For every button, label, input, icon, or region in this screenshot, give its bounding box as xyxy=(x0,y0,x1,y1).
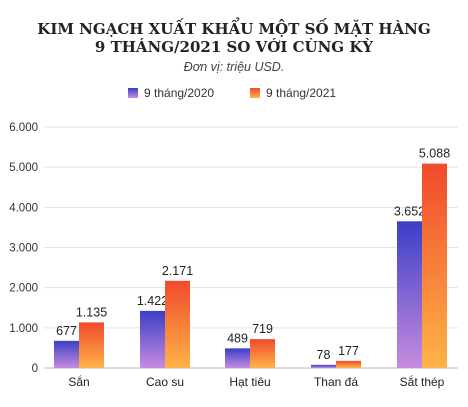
bar xyxy=(140,310,165,368)
x-tick-label: Sắn xyxy=(68,374,89,389)
chart-title-line-2: 9 THÁNG/2021 SO VỚI CÙNG KỲ xyxy=(94,38,374,56)
y-tick-label: 1.000 xyxy=(9,323,38,335)
y-tick-label: 2.000 xyxy=(9,283,38,295)
bar xyxy=(54,340,79,368)
x-tick-label: Cao su xyxy=(146,375,184,389)
bar xyxy=(397,221,422,368)
y-tick-label: 6.000 xyxy=(9,122,38,134)
data-label: 3.652 xyxy=(394,204,425,218)
bar xyxy=(422,163,447,368)
legend-item-2020: 9 tháng/2020 xyxy=(128,86,214,100)
bar xyxy=(336,360,361,368)
data-label: 5.088 xyxy=(419,147,450,161)
legend-label-2020: 9 tháng/2020 xyxy=(144,86,215,100)
x-tick-label: Hạt tiêu xyxy=(229,375,270,389)
y-tick-label: 0 xyxy=(32,363,38,375)
y-tick-label: 5.000 xyxy=(9,162,38,174)
y-tick-label: 3.000 xyxy=(9,243,38,255)
data-label: 1.135 xyxy=(76,305,107,319)
data-label: 2.171 xyxy=(162,264,193,278)
bar xyxy=(225,348,250,368)
bar xyxy=(250,339,275,368)
legend-swatch-2021 xyxy=(250,88,260,98)
data-label: 489 xyxy=(227,331,248,345)
legend-swatch-2020 xyxy=(128,88,138,98)
legend-item-2021: 9 tháng/2021 xyxy=(250,86,336,100)
chart-subtitle: Đơn vị: triệu USD. xyxy=(183,60,285,74)
x-tick-label: Than đá xyxy=(314,375,358,389)
data-label: 1.422 xyxy=(137,294,168,308)
bar xyxy=(165,280,190,368)
x-tick-label: Sắt thép xyxy=(400,374,445,389)
bar xyxy=(311,364,336,368)
y-tick-label: 4.000 xyxy=(9,202,38,214)
data-label: 719 xyxy=(252,322,273,336)
chart-title-line-1: KIM NGẠCH XUẤT KHẨU MỘT SỐ MẶT HÀNG xyxy=(37,20,431,38)
legend-label-2021: 9 tháng/2021 xyxy=(266,86,337,100)
bar xyxy=(79,322,104,368)
data-label: 677 xyxy=(56,324,77,338)
data-label: 177 xyxy=(338,344,359,358)
data-label: 78 xyxy=(317,348,331,362)
